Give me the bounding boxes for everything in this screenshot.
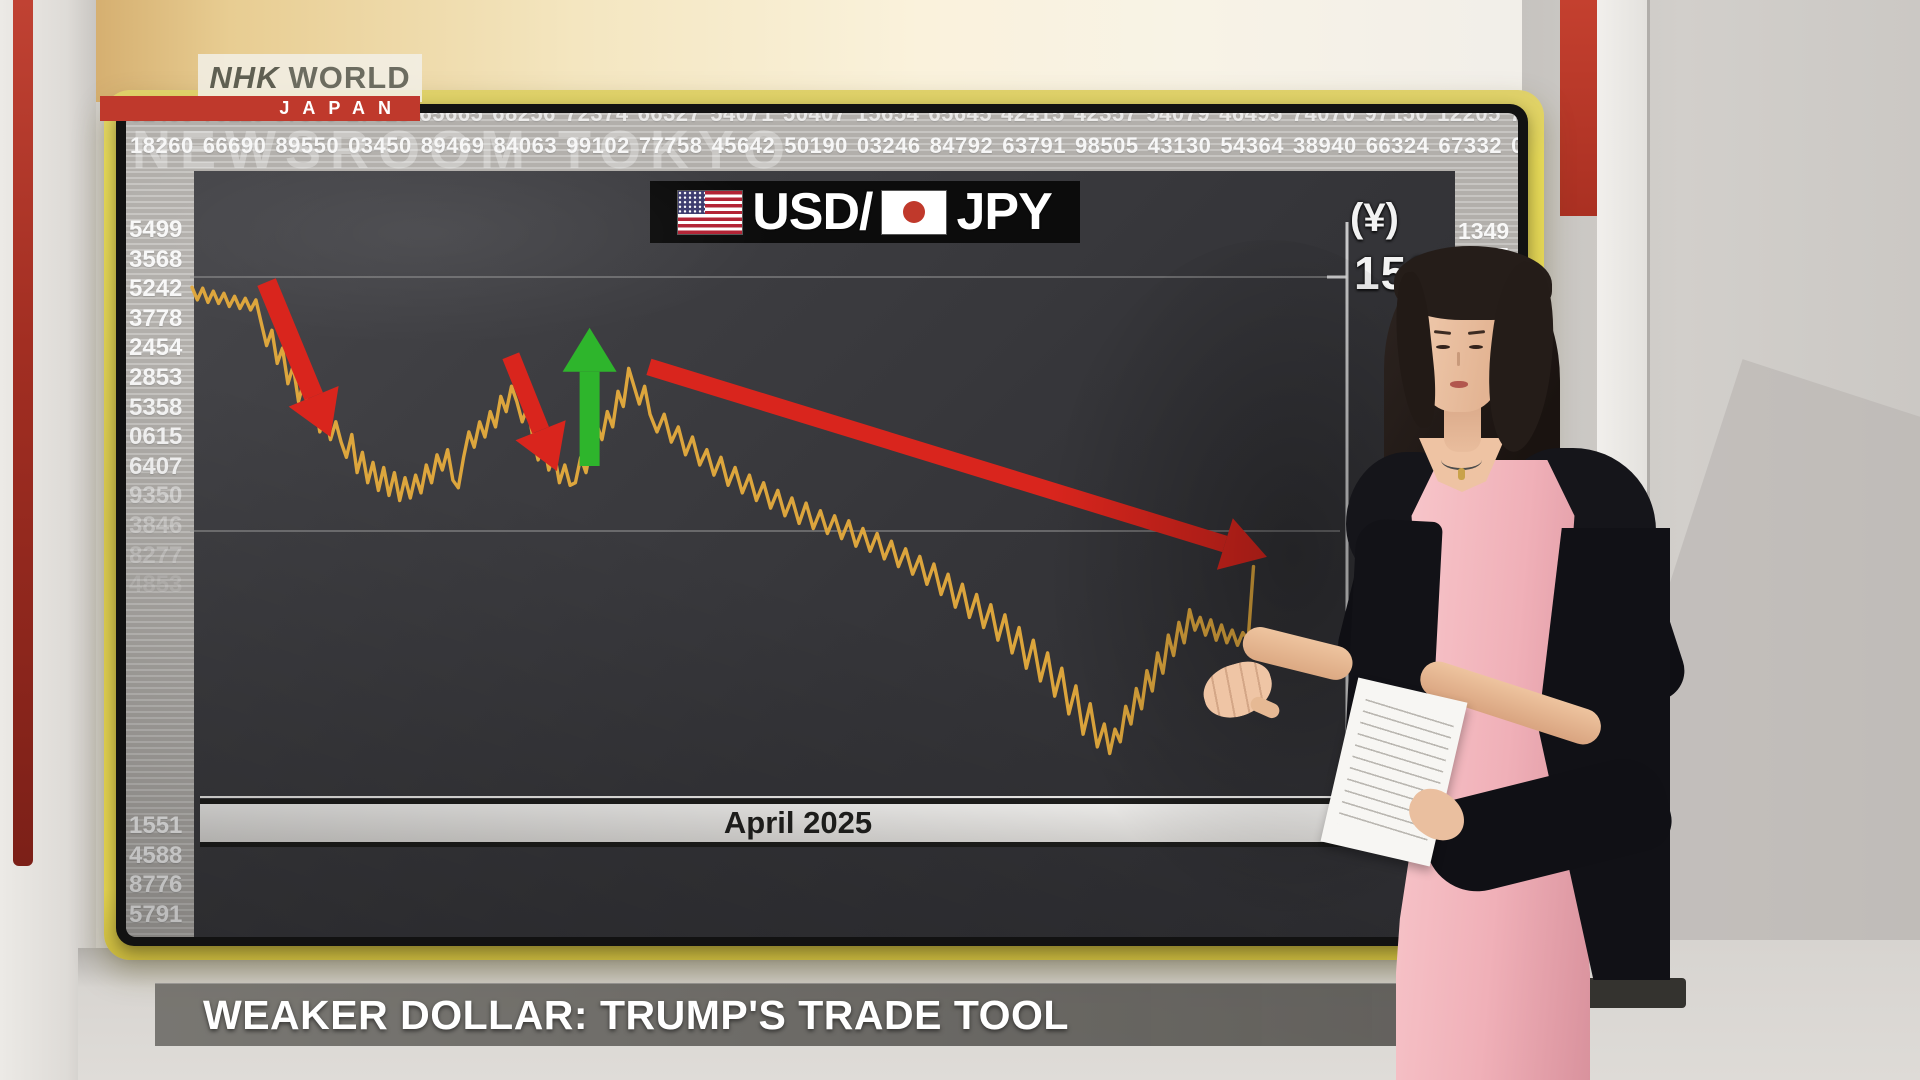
y-axis-unit-label: (¥) <box>1350 196 1399 240</box>
ticker-number: 5242 <box>129 275 183 303</box>
japan-logo-text: JAPAN <box>279 98 404 118</box>
ticker-number: 2454 <box>129 334 183 362</box>
ticker-column: 1551 4588 8776 5791 <box>129 811 182 929</box>
chart-title-quote: JPY <box>956 183 1052 241</box>
ticker-number: 15654 <box>855 113 920 126</box>
ticker-number: 6314 <box>1458 293 1510 320</box>
ticker-number: 63791 <box>1002 133 1066 158</box>
ticker-number: 99102 <box>566 133 630 158</box>
ticker-number: 75595 <box>1509 113 1518 126</box>
ticker-number: 03450 <box>348 133 412 158</box>
headline-text: WEAKER DOLLAR: TRUMP'S TRADE TOOL <box>203 991 1069 1038</box>
ticker-number: 68256 <box>492 113 556 126</box>
ticker-number: 1349 <box>1458 218 1510 244</box>
ticker-number: 65645 <box>928 113 993 126</box>
ticker-number: 3846 <box>129 511 183 539</box>
ticker-number: 54364 <box>1220 133 1284 158</box>
nhk-world-logo: NHK WORLD <box>198 54 422 102</box>
red-pillar-right <box>1560 0 1597 216</box>
ticker-number: 84792 <box>929 133 994 158</box>
ticker-number: 66327 <box>637 113 702 126</box>
ticker-number: 18260 <box>130 133 194 158</box>
ticker-number: 1025 <box>1458 243 1510 270</box>
ticker-number: 38940 <box>1293 133 1357 158</box>
ticker-number: 84063 <box>493 133 558 158</box>
ticker-number: 43130 <box>1147 133 1212 158</box>
ticker-number: 08255 <box>1511 133 1518 158</box>
ticker-number: 4588 <box>129 841 183 869</box>
wall-seam <box>1647 0 1650 980</box>
ticker-strip-left: 5499 3568 5242 3778 2454 2853 5358 0615 6407 9350… <box>126 171 194 937</box>
ticker-number: 6407 <box>129 452 183 480</box>
ticker-number: 77758 <box>638 133 703 158</box>
ticker-number: 98505 <box>1074 133 1139 158</box>
ticker-number: 50190 <box>784 133 848 158</box>
ticker-number: 4347 <box>1458 268 1510 295</box>
ticker-number: 97150 <box>1364 113 1429 126</box>
ticker-row: 18260 66690 89550 03450 89469 84063 99102 77758… <box>130 133 1518 159</box>
ticker-number: 2853 <box>129 363 183 391</box>
ticker-number: 42357 <box>1073 113 1138 126</box>
ticker-number: 5499 <box>129 216 183 243</box>
ticker-number: 0615 <box>129 423 183 451</box>
newsroom-tokyo-watermark: NEWSROOM TOKYO <box>132 120 795 171</box>
ticker-number: 42415 <box>1001 113 1065 126</box>
wall-vent <box>1553 978 1686 1008</box>
ticker-number: 67332 <box>1438 133 1503 158</box>
ticker-number: 45642 <box>711 133 776 158</box>
ticker-strip-top: 3148575119375632761565665682567237466327… <box>126 113 1518 171</box>
presenter-shadow <box>1035 240 1505 940</box>
ticker-number: 12205 <box>1437 113 1501 126</box>
japan-flag-icon <box>882 190 947 234</box>
ticker-number: 54079 <box>1146 113 1211 126</box>
japan-logo-band: JAPAN <box>100 96 420 121</box>
ticker-number: 8277 <box>129 541 183 569</box>
ticker-number: 8776 <box>129 871 183 899</box>
x-axis-label: April 2025 <box>723 805 873 840</box>
ticker-number: 5358 <box>129 393 183 421</box>
ticker-number: 4853 <box>129 571 183 599</box>
lower-third-caption: WEAKER DOLLAR: TRUMP'S TRADE TOOL <box>155 983 1538 1046</box>
ticker-number: 5791 <box>129 900 183 928</box>
ticker-column: 1349 1025 4347 6314 <box>1458 218 1510 320</box>
chart-title-base: USD/ <box>752 183 873 241</box>
ticker-number: 74070 <box>1291 113 1356 126</box>
ticker-number: 66690 <box>202 133 267 158</box>
ticker-number: 89550 <box>275 133 340 158</box>
ticker-number: 66324 <box>1365 133 1430 158</box>
ticker-number: 3778 <box>129 304 183 332</box>
x-axis-label-bar: April 2025 <box>200 796 1452 847</box>
ticker-number: 89469 <box>420 133 485 158</box>
chart-title-bar: USD/ JPY <box>650 181 1080 243</box>
ticker-number: 72374 <box>564 113 629 126</box>
red-pillar-left <box>13 0 33 866</box>
ticker-number: 03246 <box>856 133 921 158</box>
ticker-number: 46495 <box>1219 113 1283 126</box>
ticker-number: 50407 <box>782 113 847 126</box>
nhk-logo-text: NHK <box>209 60 280 95</box>
ticker-column: 5499 3568 5242 3778 2454 2853 5358 0615 6407 9350… <box>129 215 182 600</box>
wall-column <box>1597 0 1647 980</box>
ticker-number: 1551 <box>129 812 183 839</box>
us-flag-icon <box>678 190 743 234</box>
world-logo-text: WORLD <box>288 60 411 95</box>
ticker-number: 65665 <box>419 113 484 126</box>
ticker-number: 54071 <box>710 113 774 126</box>
ticker-number: 9350 <box>129 482 183 510</box>
ticker-number: 3568 <box>129 245 183 273</box>
studio-floor-right <box>1522 940 1920 1080</box>
